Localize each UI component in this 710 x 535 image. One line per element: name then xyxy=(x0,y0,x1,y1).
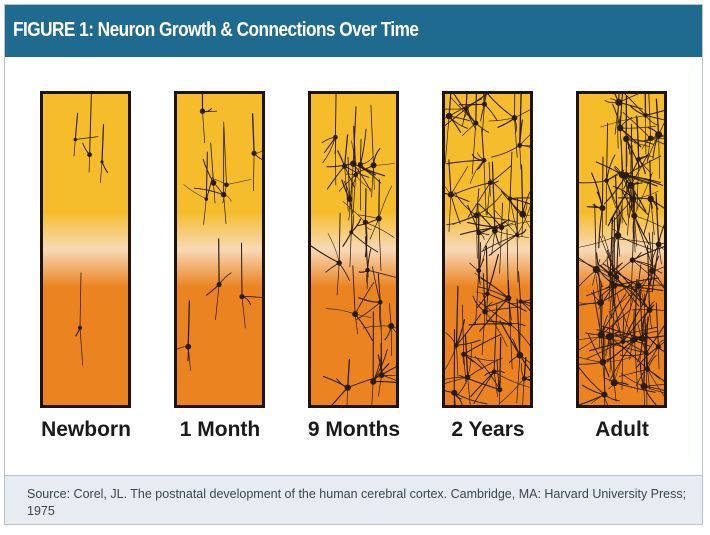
neuron-illustration-newborn xyxy=(43,94,128,405)
neuron-illustration-1-month xyxy=(177,94,262,405)
panel-2-years xyxy=(442,91,533,408)
panel-label-newborn: Newborn xyxy=(41,418,131,441)
neuron-illustration-adult xyxy=(579,94,664,405)
panel-label-1-month: 1 Month xyxy=(179,418,261,441)
panel-adult xyxy=(576,91,667,408)
panel-newborn xyxy=(40,91,131,408)
source-box: Source: Corel, JL. The postnatal develop… xyxy=(5,475,702,524)
neuron-illustration-2-years xyxy=(445,94,530,405)
figure-title: FIGURE 1: Neuron Growth & Connections Ov… xyxy=(13,19,419,41)
figure-header: FIGURE 1: Neuron Growth & Connections Ov… xyxy=(5,5,702,57)
source-citation: Source: Corel, JL. The postnatal develop… xyxy=(27,487,687,518)
panel-label-9-months: 9 Months xyxy=(307,418,401,441)
panel-9-months xyxy=(308,91,399,408)
panel-label-adult: Adult xyxy=(595,418,649,441)
neuron-illustration-9-months xyxy=(311,94,396,405)
panel-area: Newborn 1 Month 9 Months 2 Years Adult xyxy=(5,57,702,457)
panel-1-month xyxy=(174,91,265,408)
figure-frame: FIGURE 1: Neuron Growth & Connections Ov… xyxy=(4,4,703,525)
panel-label-2-years: 2 Years xyxy=(451,418,525,441)
